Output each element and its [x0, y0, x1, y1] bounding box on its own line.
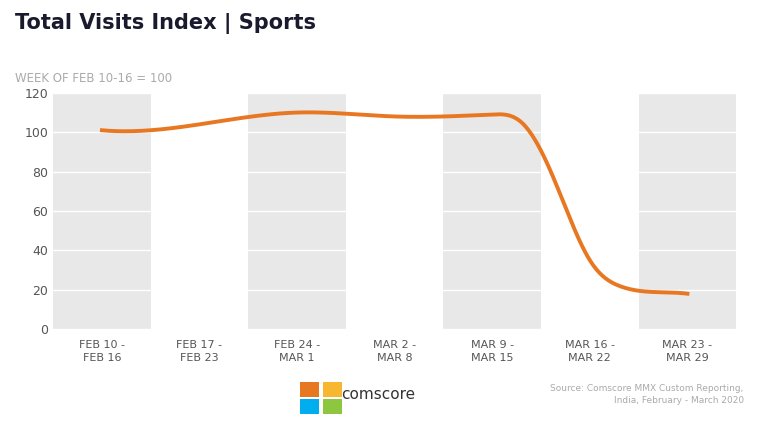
- Bar: [541, 93, 638, 329]
- Bar: [443, 93, 541, 329]
- Text: Source: Comscore MMX Custom Reporting,
India, February - March 2020: Source: Comscore MMX Custom Reporting, I…: [550, 384, 744, 405]
- Bar: [248, 93, 346, 329]
- Bar: [53, 93, 151, 329]
- Text: comscore: comscore: [342, 387, 416, 402]
- FancyBboxPatch shape: [300, 382, 320, 397]
- Text: Total Visits Index | Sports: Total Visits Index | Sports: [15, 13, 317, 34]
- FancyBboxPatch shape: [323, 399, 342, 414]
- Bar: [638, 93, 736, 329]
- FancyBboxPatch shape: [300, 399, 320, 414]
- Bar: [346, 93, 443, 329]
- FancyBboxPatch shape: [323, 382, 342, 397]
- Text: WEEK OF FEB 10-16 = 100: WEEK OF FEB 10-16 = 100: [15, 72, 172, 85]
- Bar: [151, 93, 248, 329]
